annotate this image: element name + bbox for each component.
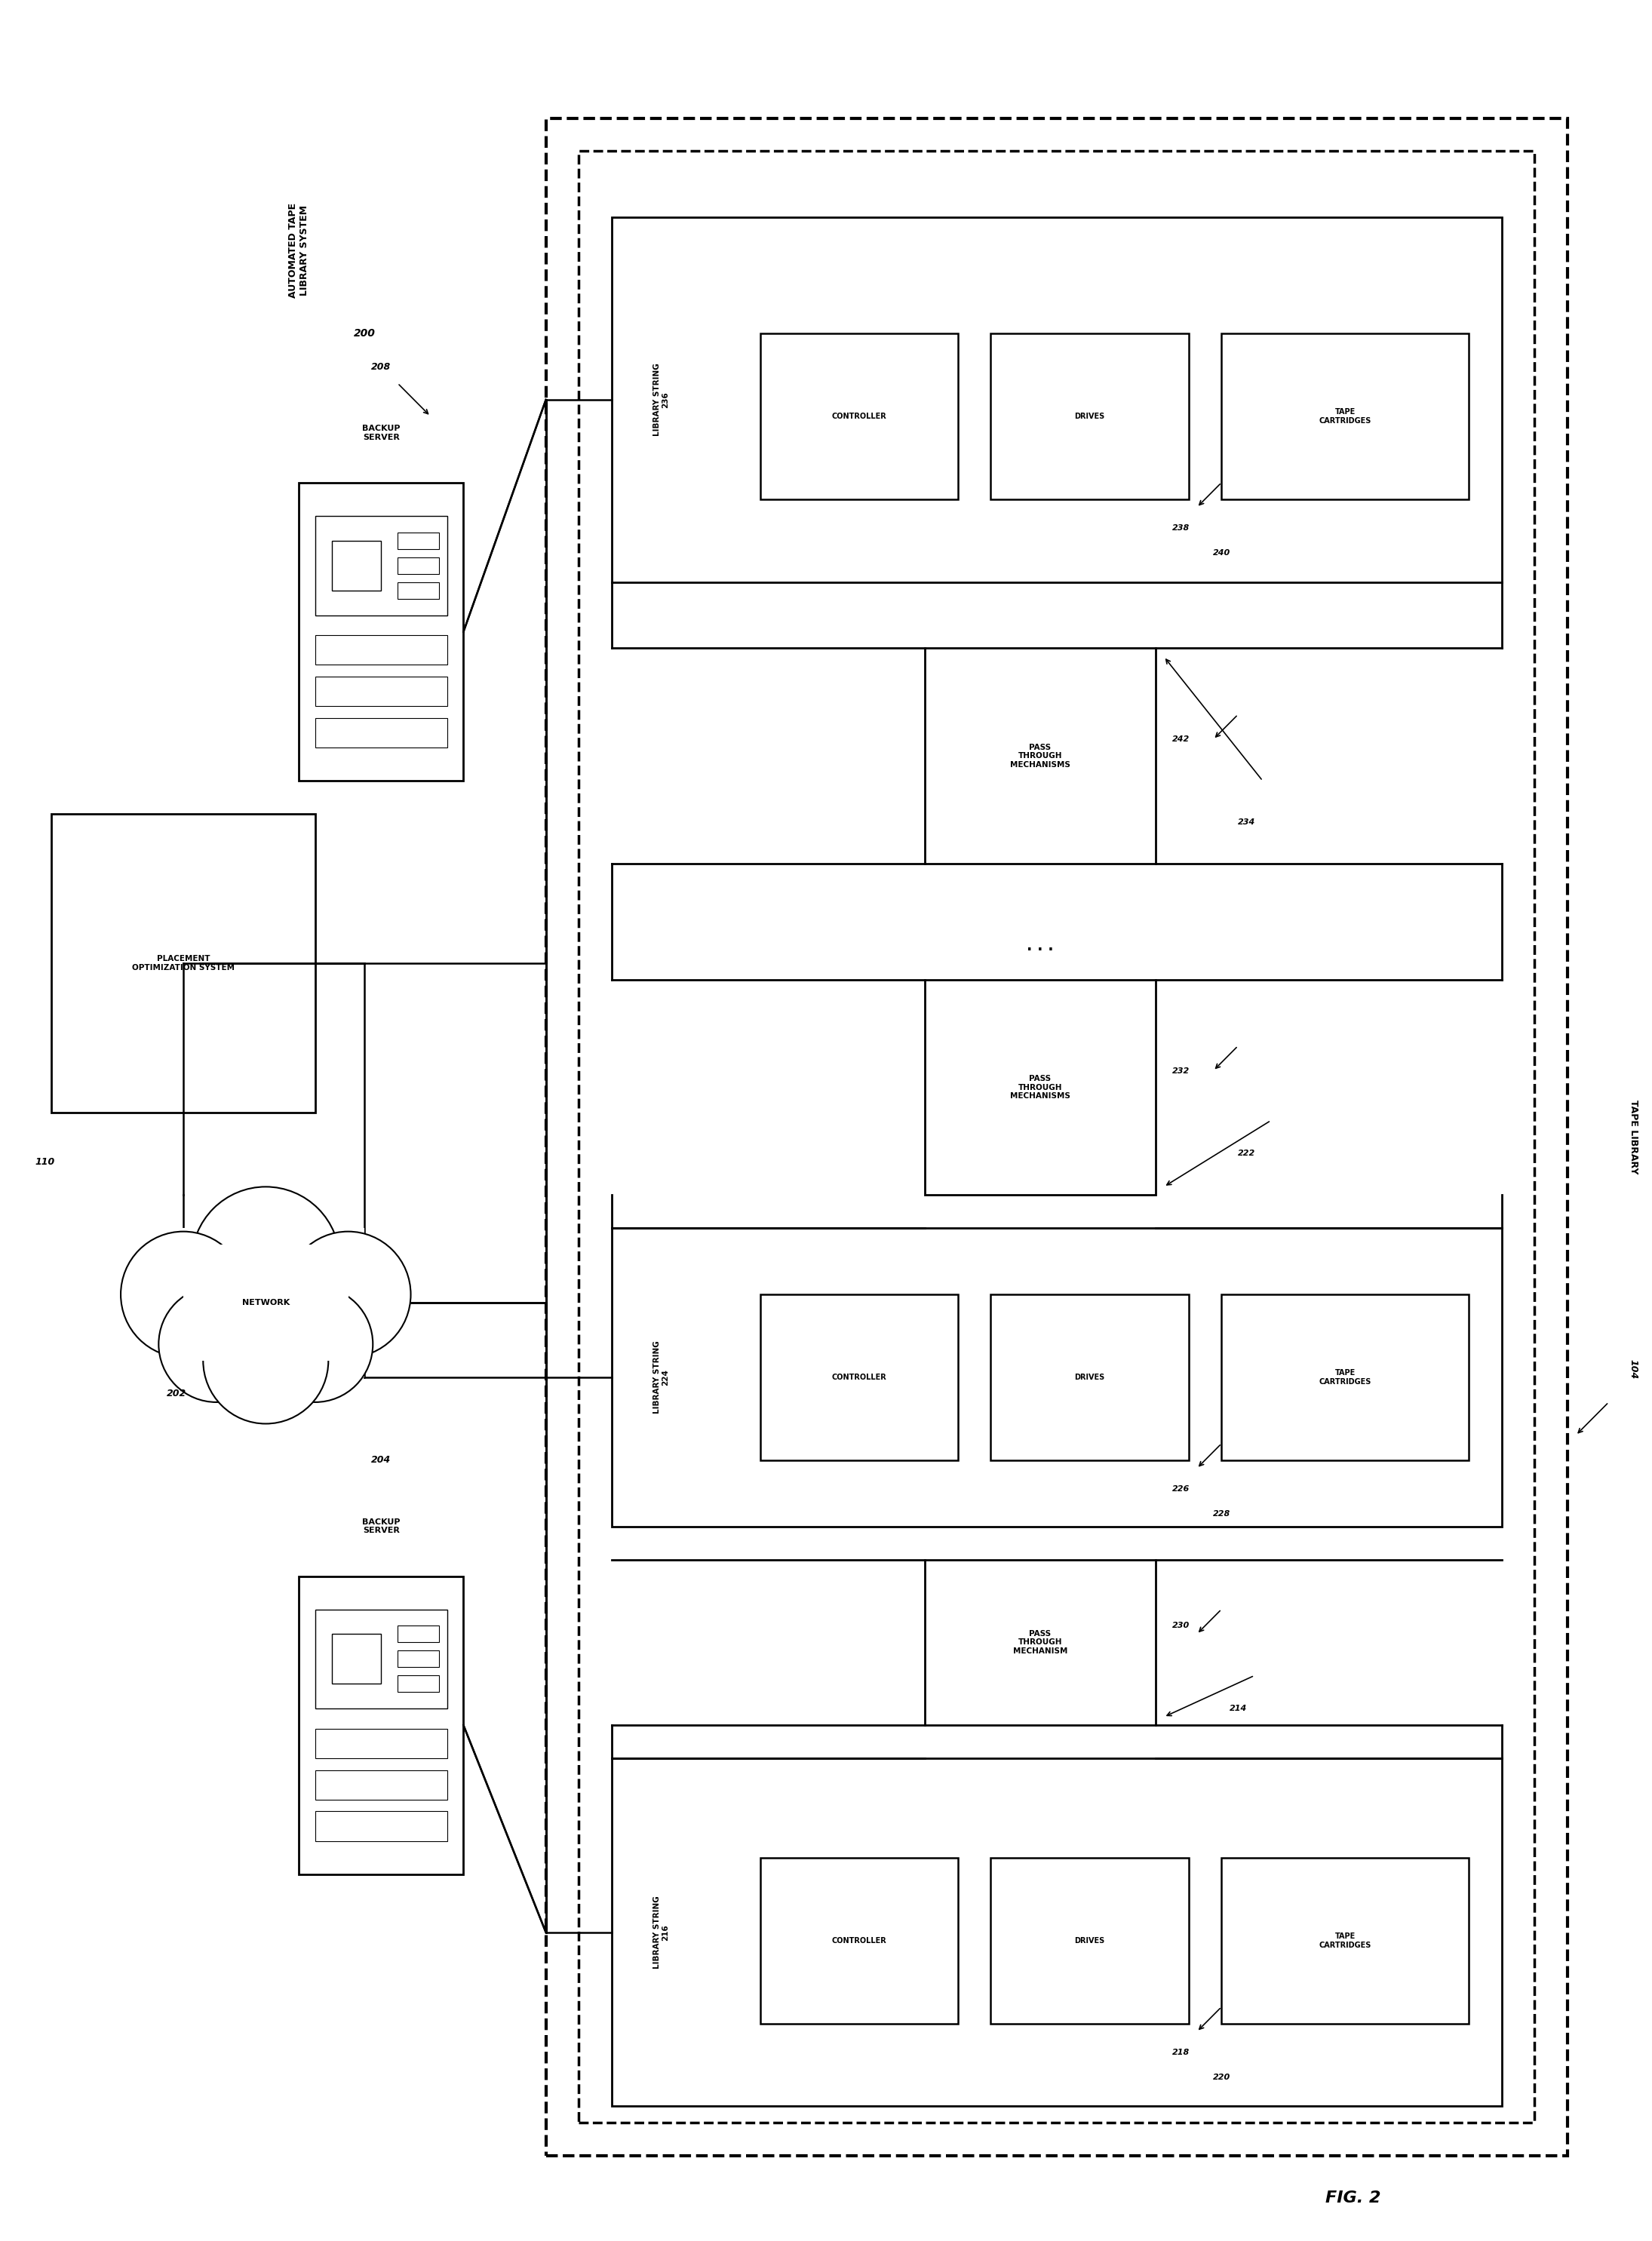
FancyBboxPatch shape — [991, 1858, 1188, 2024]
FancyBboxPatch shape — [398, 1627, 439, 1643]
FancyBboxPatch shape — [398, 583, 439, 598]
FancyBboxPatch shape — [316, 1609, 448, 1708]
FancyBboxPatch shape — [51, 813, 316, 1112]
Text: 228: 228 — [1213, 1510, 1231, 1517]
Text: DRIVES: DRIVES — [1074, 1374, 1105, 1380]
Text: NETWORK: NETWORK — [241, 1300, 289, 1307]
Text: BACKUP
SERVER: BACKUP SERVER — [362, 426, 400, 441]
Text: 202: 202 — [167, 1389, 187, 1398]
FancyBboxPatch shape — [316, 717, 448, 748]
FancyBboxPatch shape — [760, 334, 958, 500]
Text: 234: 234 — [1237, 818, 1256, 827]
Circle shape — [159, 1286, 274, 1403]
FancyBboxPatch shape — [991, 334, 1188, 500]
Text: TAPE LIBRARY: TAPE LIBRARY — [1629, 1100, 1639, 1174]
FancyBboxPatch shape — [398, 1652, 439, 1667]
Circle shape — [192, 1188, 340, 1336]
FancyBboxPatch shape — [578, 150, 1535, 2122]
Text: 240: 240 — [1213, 549, 1231, 556]
FancyBboxPatch shape — [398, 533, 439, 549]
FancyBboxPatch shape — [299, 482, 464, 780]
Text: PLACEMENT
OPTIMIZATION SYSTEM: PLACEMENT OPTIMIZATION SYSTEM — [132, 955, 235, 970]
Text: 200: 200 — [354, 327, 375, 338]
Text: CONTROLLER: CONTROLLER — [831, 1936, 887, 1945]
Text: LIBRARY STRING
224: LIBRARY STRING 224 — [653, 1340, 669, 1414]
Text: CONTROLLER: CONTROLLER — [831, 1374, 887, 1380]
Text: 226: 226 — [1171, 1486, 1189, 1493]
Circle shape — [121, 1233, 246, 1358]
Text: 220: 220 — [1213, 2073, 1231, 2080]
Text: PASS
THROUGH
MECHANISMS: PASS THROUGH MECHANISMS — [1009, 744, 1070, 769]
FancyBboxPatch shape — [316, 634, 448, 666]
FancyBboxPatch shape — [316, 1811, 448, 1842]
Text: LIBRARY STRING
216: LIBRARY STRING 216 — [653, 1896, 669, 1970]
FancyBboxPatch shape — [316, 515, 448, 614]
FancyBboxPatch shape — [332, 540, 382, 589]
FancyBboxPatch shape — [1221, 334, 1469, 500]
Text: TAPE
CARTRIDGES: TAPE CARTRIDGES — [1318, 1369, 1371, 1385]
FancyBboxPatch shape — [545, 119, 1568, 2156]
Text: AUTOMATED TAPE
LIBRARY SYSTEM: AUTOMATED TAPE LIBRARY SYSTEM — [287, 204, 309, 298]
Circle shape — [258, 1286, 373, 1403]
Text: CONTROLLER: CONTROLLER — [831, 412, 887, 419]
Text: PASS
THROUGH
MECHANISM: PASS THROUGH MECHANISM — [1013, 1629, 1067, 1654]
Circle shape — [286, 1233, 411, 1358]
Text: DRIVES: DRIVES — [1074, 412, 1105, 419]
FancyBboxPatch shape — [1221, 1858, 1469, 2024]
FancyBboxPatch shape — [316, 677, 448, 706]
Text: 218: 218 — [1171, 2048, 1189, 2055]
FancyBboxPatch shape — [316, 1770, 448, 1800]
FancyBboxPatch shape — [398, 558, 439, 574]
FancyBboxPatch shape — [611, 1228, 1502, 1526]
Circle shape — [203, 1298, 329, 1423]
Text: DRIVES: DRIVES — [1074, 1936, 1105, 1945]
Text: TAPE
CARTRIDGES: TAPE CARTRIDGES — [1318, 408, 1371, 424]
Circle shape — [203, 1298, 329, 1423]
Text: FIG. 2: FIG. 2 — [1325, 2192, 1381, 2205]
Text: 222: 222 — [1237, 1150, 1256, 1156]
FancyBboxPatch shape — [316, 1728, 448, 1759]
FancyBboxPatch shape — [925, 1560, 1155, 1726]
Text: 214: 214 — [1229, 1705, 1247, 1712]
Text: PASS
THROUGH
MECHANISMS: PASS THROUGH MECHANISMS — [1009, 1076, 1070, 1100]
FancyBboxPatch shape — [760, 1858, 958, 2024]
Circle shape — [121, 1233, 246, 1358]
Circle shape — [286, 1233, 411, 1358]
FancyBboxPatch shape — [332, 1634, 382, 1683]
FancyBboxPatch shape — [925, 979, 1155, 1194]
Text: . . .: . . . — [1028, 939, 1054, 955]
Circle shape — [258, 1286, 373, 1403]
FancyBboxPatch shape — [611, 1759, 1502, 2107]
Text: TAPE
CARTRIDGES: TAPE CARTRIDGES — [1318, 1932, 1371, 1950]
Text: 208: 208 — [372, 361, 392, 372]
FancyBboxPatch shape — [167, 1228, 365, 1378]
Circle shape — [192, 1188, 340, 1336]
FancyBboxPatch shape — [760, 1295, 958, 1461]
Circle shape — [159, 1286, 274, 1403]
Text: 232: 232 — [1171, 1067, 1189, 1076]
FancyBboxPatch shape — [991, 1295, 1188, 1461]
FancyBboxPatch shape — [1221, 1295, 1469, 1461]
Text: BACKUP
SERVER: BACKUP SERVER — [362, 1519, 400, 1535]
Text: 110: 110 — [35, 1156, 55, 1168]
FancyBboxPatch shape — [398, 1676, 439, 1692]
Text: LIBRARY STRING
236: LIBRARY STRING 236 — [653, 363, 669, 437]
FancyBboxPatch shape — [925, 648, 1155, 863]
Text: 204: 204 — [372, 1454, 392, 1466]
FancyBboxPatch shape — [183, 1244, 349, 1360]
FancyBboxPatch shape — [299, 1575, 464, 1873]
Text: 230: 230 — [1171, 1622, 1189, 1629]
Text: 104: 104 — [1629, 1358, 1639, 1378]
FancyBboxPatch shape — [611, 217, 1502, 583]
Text: 242: 242 — [1171, 735, 1189, 744]
Text: 238: 238 — [1171, 524, 1189, 531]
